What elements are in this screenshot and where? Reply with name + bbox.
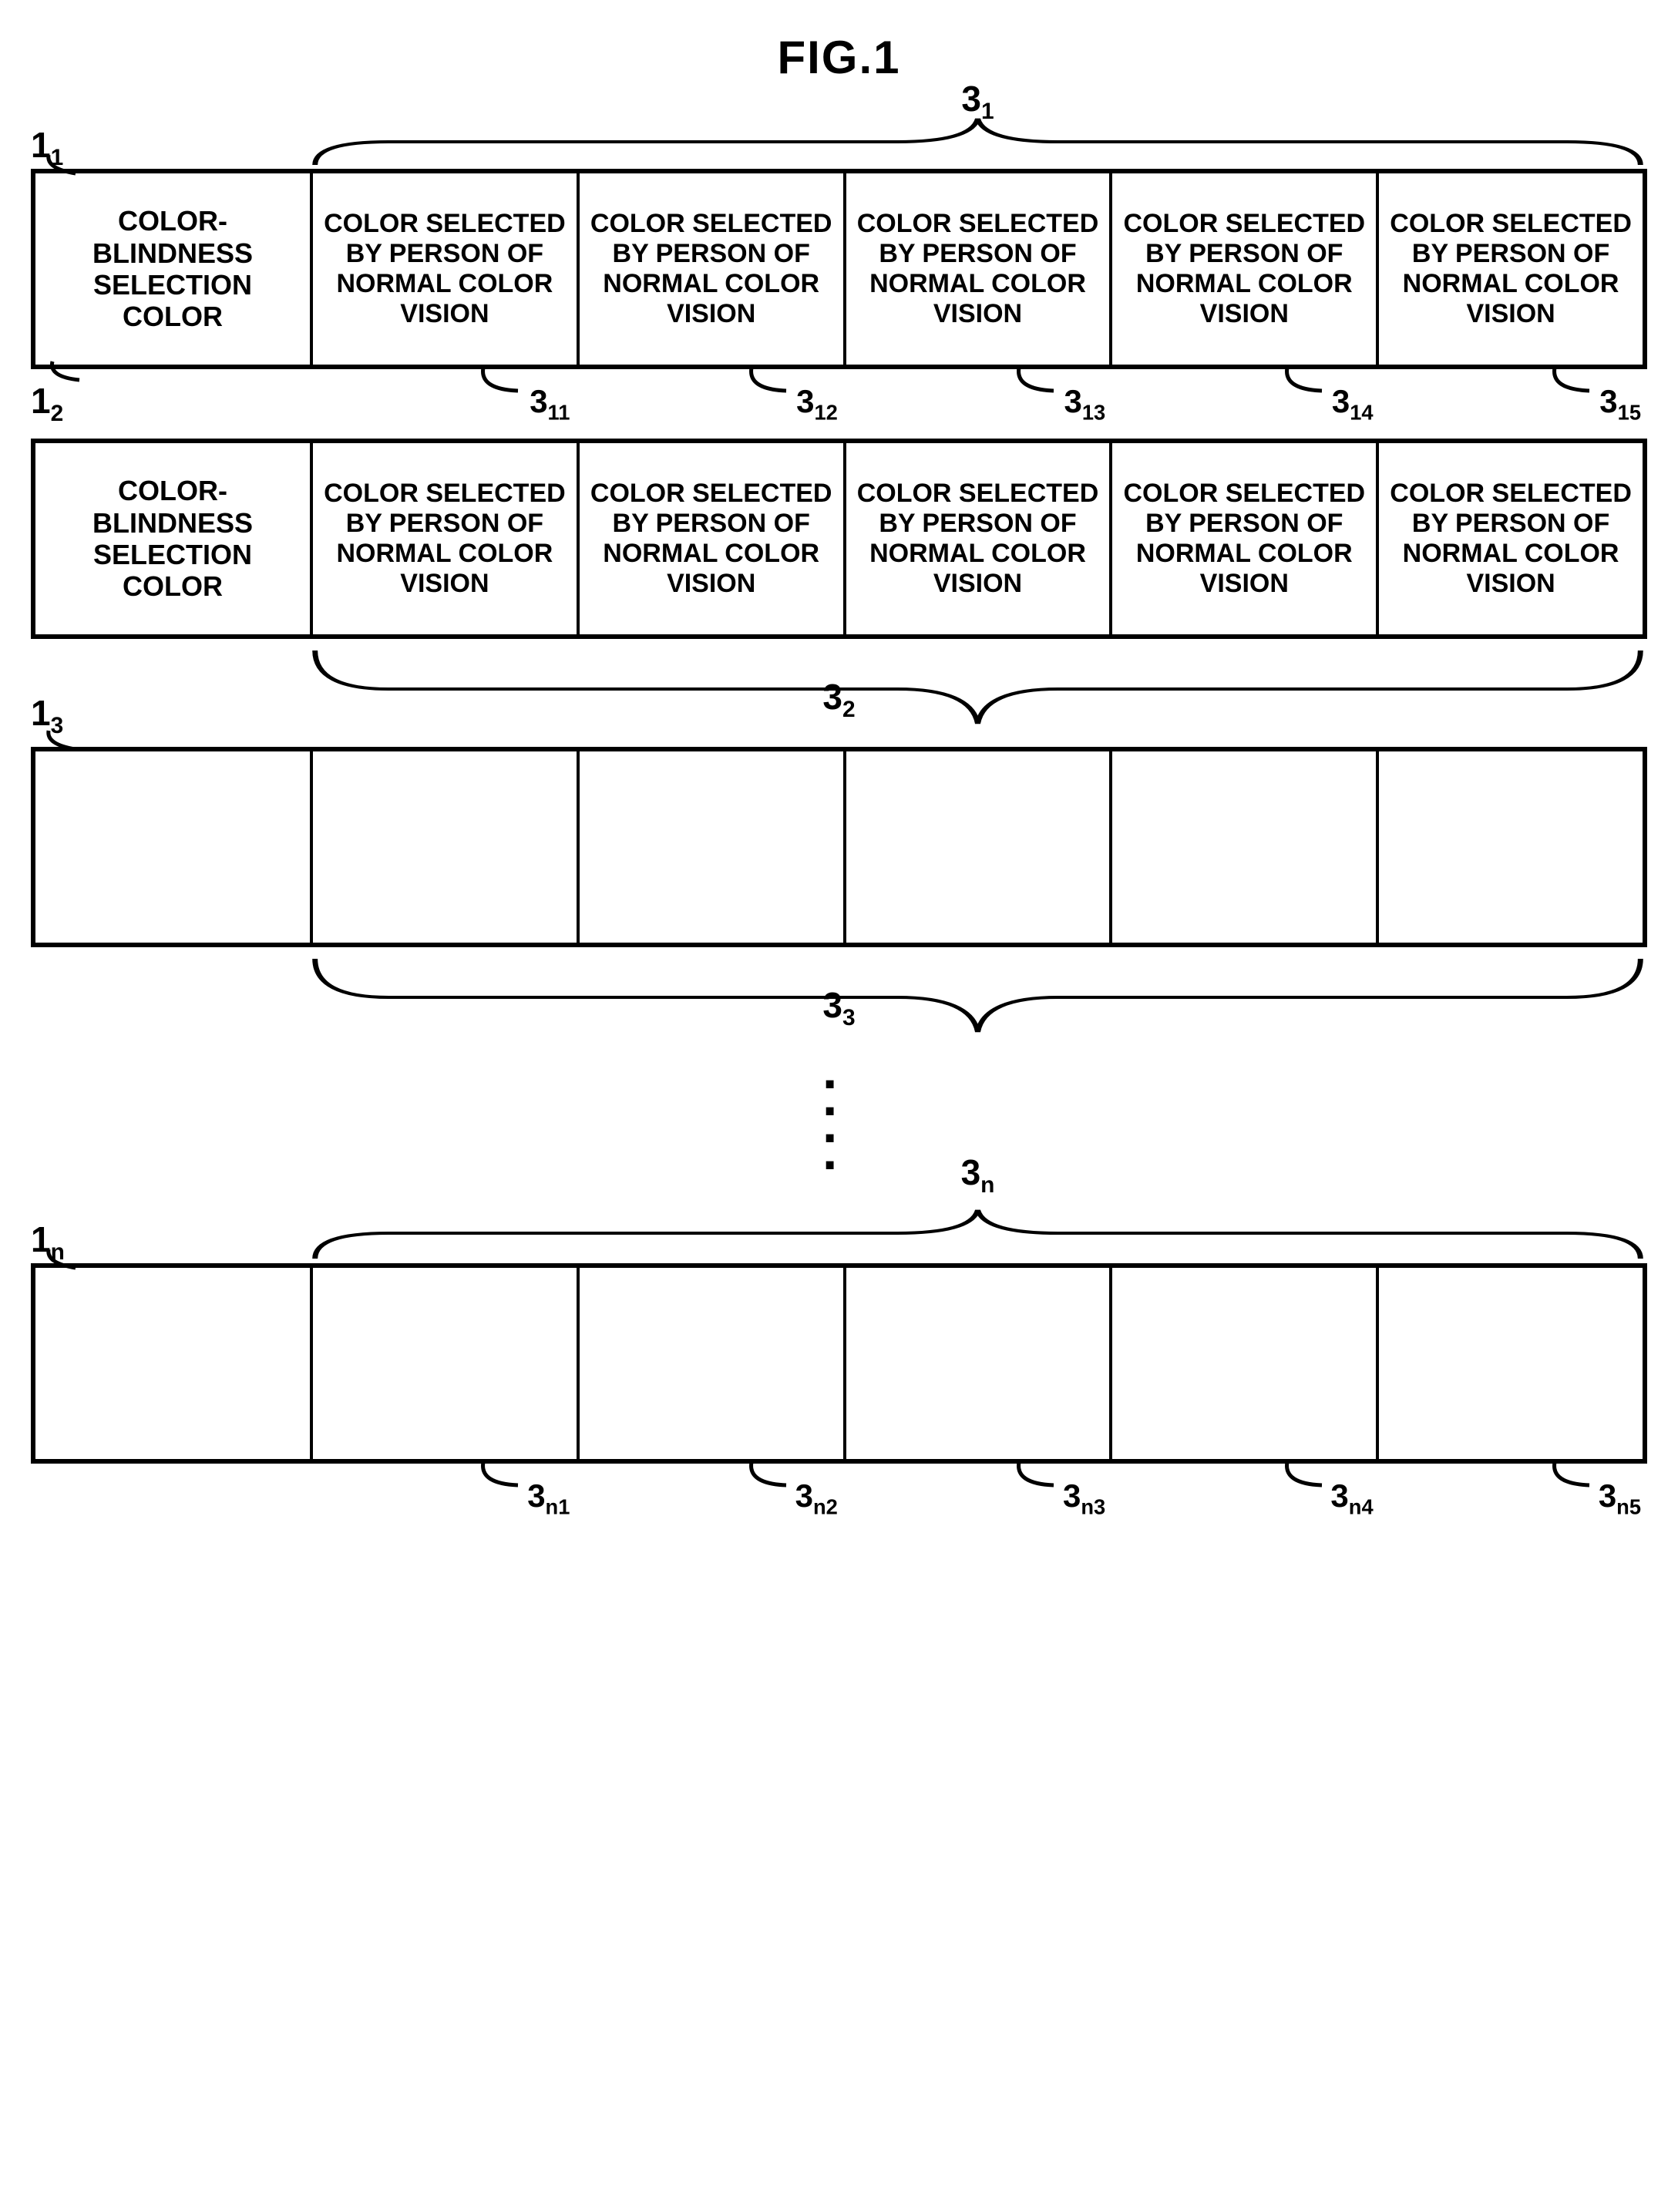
label-1-1: 11 bbox=[31, 124, 63, 171]
row2-c3: COLOR SELECTED BY PERSON OF NORMAL COLOR… bbox=[846, 443, 1113, 634]
brace-3-1: 31 bbox=[308, 115, 1647, 169]
rown-c3 bbox=[846, 1268, 1113, 1459]
row-2-wrap: COLOR-BLINDNESS SELECTION COLOR COLOR SE… bbox=[31, 439, 1647, 639]
label-1-n: 1n bbox=[31, 1219, 65, 1266]
row3-c4 bbox=[1112, 751, 1379, 943]
rown-sublabels: 3n1 3n2 3n3 3n4 3n5 bbox=[308, 1464, 1647, 1510]
label-1-2: 12 bbox=[31, 380, 63, 427]
rown-c5 bbox=[1379, 1268, 1643, 1459]
vertical-ellipsis: ···· bbox=[31, 1071, 1647, 1178]
row3-c1 bbox=[313, 751, 580, 943]
row-n-wrap: 1n 3n 3n1 3n2 3n3 3n4 3n5 bbox=[31, 1263, 1647, 1464]
row3-c2 bbox=[580, 751, 846, 943]
rown-c1 bbox=[313, 1268, 580, 1459]
brace-3-2: 32 bbox=[31, 647, 1647, 739]
brace-3-3: 33 bbox=[31, 955, 1647, 1047]
row2-c5: COLOR SELECTED BY PERSON OF NORMAL COLOR… bbox=[1379, 443, 1643, 634]
row3-c3 bbox=[846, 751, 1113, 943]
row1-sublabels: 311 312 313 314 315 bbox=[308, 369, 1647, 415]
row-3 bbox=[31, 747, 1647, 947]
row-2: COLOR-BLINDNESS SELECTION COLOR COLOR SE… bbox=[31, 439, 1647, 639]
row1-c5: COLOR SELECTED BY PERSON OF NORMAL COLOR… bbox=[1379, 173, 1643, 365]
row2-c4: COLOR SELECTED BY PERSON OF NORMAL COLOR… bbox=[1112, 443, 1379, 634]
row1-left-cell: COLOR-BLINDNESS SELECTION COLOR bbox=[35, 173, 313, 365]
row1-c4: COLOR SELECTED BY PERSON OF NORMAL COLOR… bbox=[1112, 173, 1379, 365]
row1-c1: COLOR SELECTED BY PERSON OF NORMAL COLOR… bbox=[313, 173, 580, 365]
row-n bbox=[31, 1263, 1647, 1464]
row-1: COLOR-BLINDNESS SELECTION COLOR COLOR SE… bbox=[31, 169, 1647, 369]
row-3-wrap: 13 bbox=[31, 747, 1647, 947]
brace-3-n: 3n bbox=[308, 1206, 1647, 1263]
rown-left-cell bbox=[35, 1268, 313, 1459]
row1-c2: COLOR SELECTED BY PERSON OF NORMAL COLOR… bbox=[580, 173, 846, 365]
figure-container: FIG.1 11 31 COLOR-BLINDNESS SELECTION CO… bbox=[31, 31, 1647, 1464]
row2-left-cell: COLOR-BLINDNESS SELECTION COLOR bbox=[35, 443, 313, 634]
row1-c3: COLOR SELECTED BY PERSON OF NORMAL COLOR… bbox=[846, 173, 1113, 365]
figure-title: FIG.1 bbox=[31, 31, 1647, 84]
rown-c2 bbox=[580, 1268, 846, 1459]
label-1-3: 13 bbox=[31, 692, 63, 739]
row3-c5 bbox=[1379, 751, 1643, 943]
rown-c4 bbox=[1112, 1268, 1379, 1459]
row-1-wrap: 11 31 COLOR-BLINDNESS SELECTION COLOR CO… bbox=[31, 169, 1647, 369]
row3-left-cell bbox=[35, 751, 313, 943]
row2-c1: COLOR SELECTED BY PERSON OF NORMAL COLOR… bbox=[313, 443, 580, 634]
row2-c2: COLOR SELECTED BY PERSON OF NORMAL COLOR… bbox=[580, 443, 846, 634]
